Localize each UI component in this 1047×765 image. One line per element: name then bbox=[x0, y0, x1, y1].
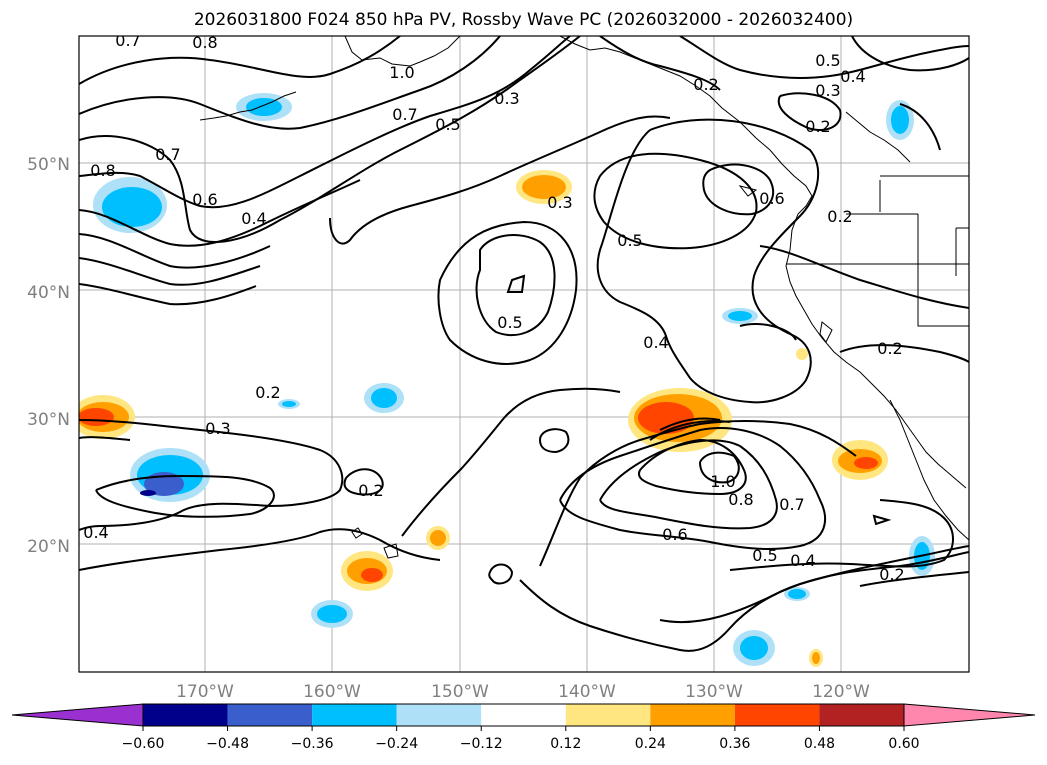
figure-title: 2026031800 F024 850 hPa PV, Rossby Wave … bbox=[193, 10, 854, 30]
colorbar-extension-low bbox=[11, 703, 144, 727]
colorbar-tick-label: −0.12 bbox=[460, 736, 503, 752]
contour-label: 1.0 bbox=[710, 472, 735, 491]
graticule bbox=[79, 36, 969, 672]
contour-label: 0.3 bbox=[815, 81, 840, 100]
contour-label: 0.4 bbox=[83, 523, 108, 542]
map-frame bbox=[78, 35, 970, 673]
colorbar-frame bbox=[142, 703, 905, 727]
axis-labels: 50°N 40°N 30°N 20°N 170°W 160°W 150°W 14… bbox=[27, 155, 870, 702]
colorbar-tick-label: 0.60 bbox=[888, 736, 919, 752]
contour-label: 0.5 bbox=[617, 231, 642, 250]
contour-label: 0.8 bbox=[90, 161, 115, 180]
colorbar-tick-label: 0.12 bbox=[550, 736, 581, 752]
colorbar-segment bbox=[565, 704, 651, 726]
colorbar-segment bbox=[396, 704, 482, 726]
positive-anomaly-shading bbox=[79, 170, 888, 667]
contour-label: 0.2 bbox=[805, 117, 830, 136]
colorbar-tick-label: −0.36 bbox=[291, 736, 334, 752]
contour-label: 0.2 bbox=[877, 339, 902, 358]
lat-label: 50°N bbox=[27, 155, 70, 175]
contour-label: 0.7 bbox=[115, 31, 140, 50]
contour-label: 0.4 bbox=[840, 67, 865, 86]
contour-label: 0.7 bbox=[779, 495, 804, 514]
colorbar-segment bbox=[481, 704, 566, 726]
colorbar-segment bbox=[143, 704, 228, 726]
contour-label: 0.6 bbox=[192, 190, 217, 209]
colorbar-segment bbox=[650, 704, 735, 726]
contour-label: 0.7 bbox=[392, 105, 417, 124]
colorbar-tick-label: 0.24 bbox=[635, 736, 666, 752]
lat-label: 30°N bbox=[27, 410, 70, 430]
contour-label: 0.3 bbox=[205, 419, 230, 438]
lon-label: 150°W bbox=[431, 682, 489, 702]
lon-label: 120°W bbox=[812, 682, 870, 702]
contour-label: 0.5 bbox=[435, 115, 460, 134]
contour-label: 0.6 bbox=[662, 525, 687, 544]
contour-labels: 0.7 0.8 1.0 0.5 0.4 0.3 0.2 0.7 0.5 0.3 … bbox=[83, 31, 904, 584]
colorbar-segment bbox=[819, 704, 904, 726]
contour-label: 0.2 bbox=[827, 207, 852, 226]
colorbar-tick-label: −0.24 bbox=[375, 736, 418, 752]
colorbar-tick-label: 0.36 bbox=[719, 736, 750, 752]
lat-label: 20°N bbox=[27, 537, 70, 557]
colorbar-tick-label: 0.48 bbox=[804, 736, 835, 752]
contour-label: 0.2 bbox=[358, 481, 383, 500]
contour-label: 0.4 bbox=[643, 333, 668, 352]
contour-label: 0.3 bbox=[547, 193, 572, 212]
lon-label: 140°W bbox=[558, 682, 616, 702]
lon-label: 160°W bbox=[303, 682, 361, 702]
pv-contours bbox=[79, 36, 969, 652]
contour-label: 1.0 bbox=[389, 63, 414, 82]
contour-label: 0.2 bbox=[693, 75, 718, 94]
map-area: 0.7 0.8 1.0 0.5 0.4 0.3 0.2 0.7 0.5 0.3 … bbox=[79, 31, 969, 672]
colorbar-extension-high bbox=[903, 703, 1036, 727]
contour-label: 0.6 bbox=[759, 189, 784, 208]
contour-label: 0.2 bbox=[879, 565, 904, 584]
contour-label: 0.8 bbox=[192, 33, 217, 52]
colorbar-tick-label: −0.60 bbox=[122, 736, 165, 752]
colorbar-segment bbox=[227, 704, 313, 726]
contour-label: 0.4 bbox=[790, 551, 815, 570]
contour-label: 0.3 bbox=[494, 89, 519, 108]
lon-label: 170°W bbox=[176, 682, 234, 702]
lon-label: 130°W bbox=[685, 682, 743, 702]
colorbar: −0.60 −0.48 −0.36 −0.24 −0.12 0.12 0.24 0.36 0.4… bbox=[11, 703, 1036, 752]
contour-label: 0.5 bbox=[815, 51, 840, 70]
colorbar-tick-label: −0.48 bbox=[206, 736, 249, 752]
contour-label: 0.5 bbox=[497, 313, 522, 332]
contour-label: 0.4 bbox=[241, 209, 266, 228]
contour-label: 0.8 bbox=[728, 490, 753, 509]
lat-label: 40°N bbox=[27, 283, 70, 303]
contour-label: 0.5 bbox=[752, 546, 777, 565]
contour-label: 0.7 bbox=[155, 145, 180, 164]
colorbar-segment bbox=[312, 704, 397, 726]
colorbar-segment bbox=[734, 704, 820, 726]
contour-label: 0.2 bbox=[255, 383, 280, 402]
